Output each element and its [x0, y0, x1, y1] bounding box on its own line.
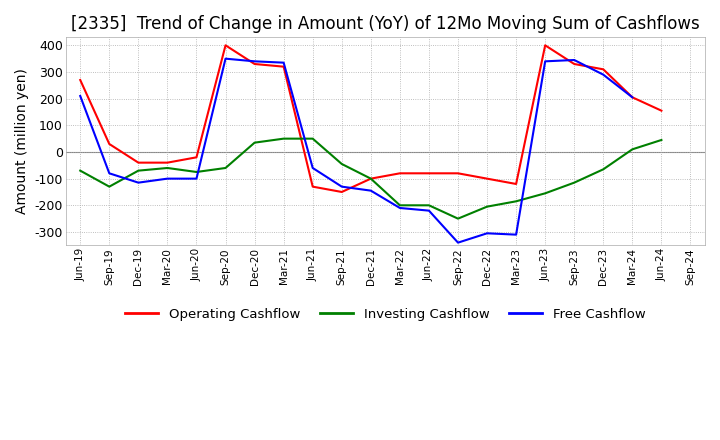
Y-axis label: Amount (million yen): Amount (million yen)	[15, 68, 29, 214]
Title: [2335]  Trend of Change in Amount (YoY) of 12Mo Moving Sum of Cashflows: [2335] Trend of Change in Amount (YoY) o…	[71, 15, 700, 33]
Legend: Operating Cashflow, Investing Cashflow, Free Cashflow: Operating Cashflow, Investing Cashflow, …	[120, 302, 651, 326]
